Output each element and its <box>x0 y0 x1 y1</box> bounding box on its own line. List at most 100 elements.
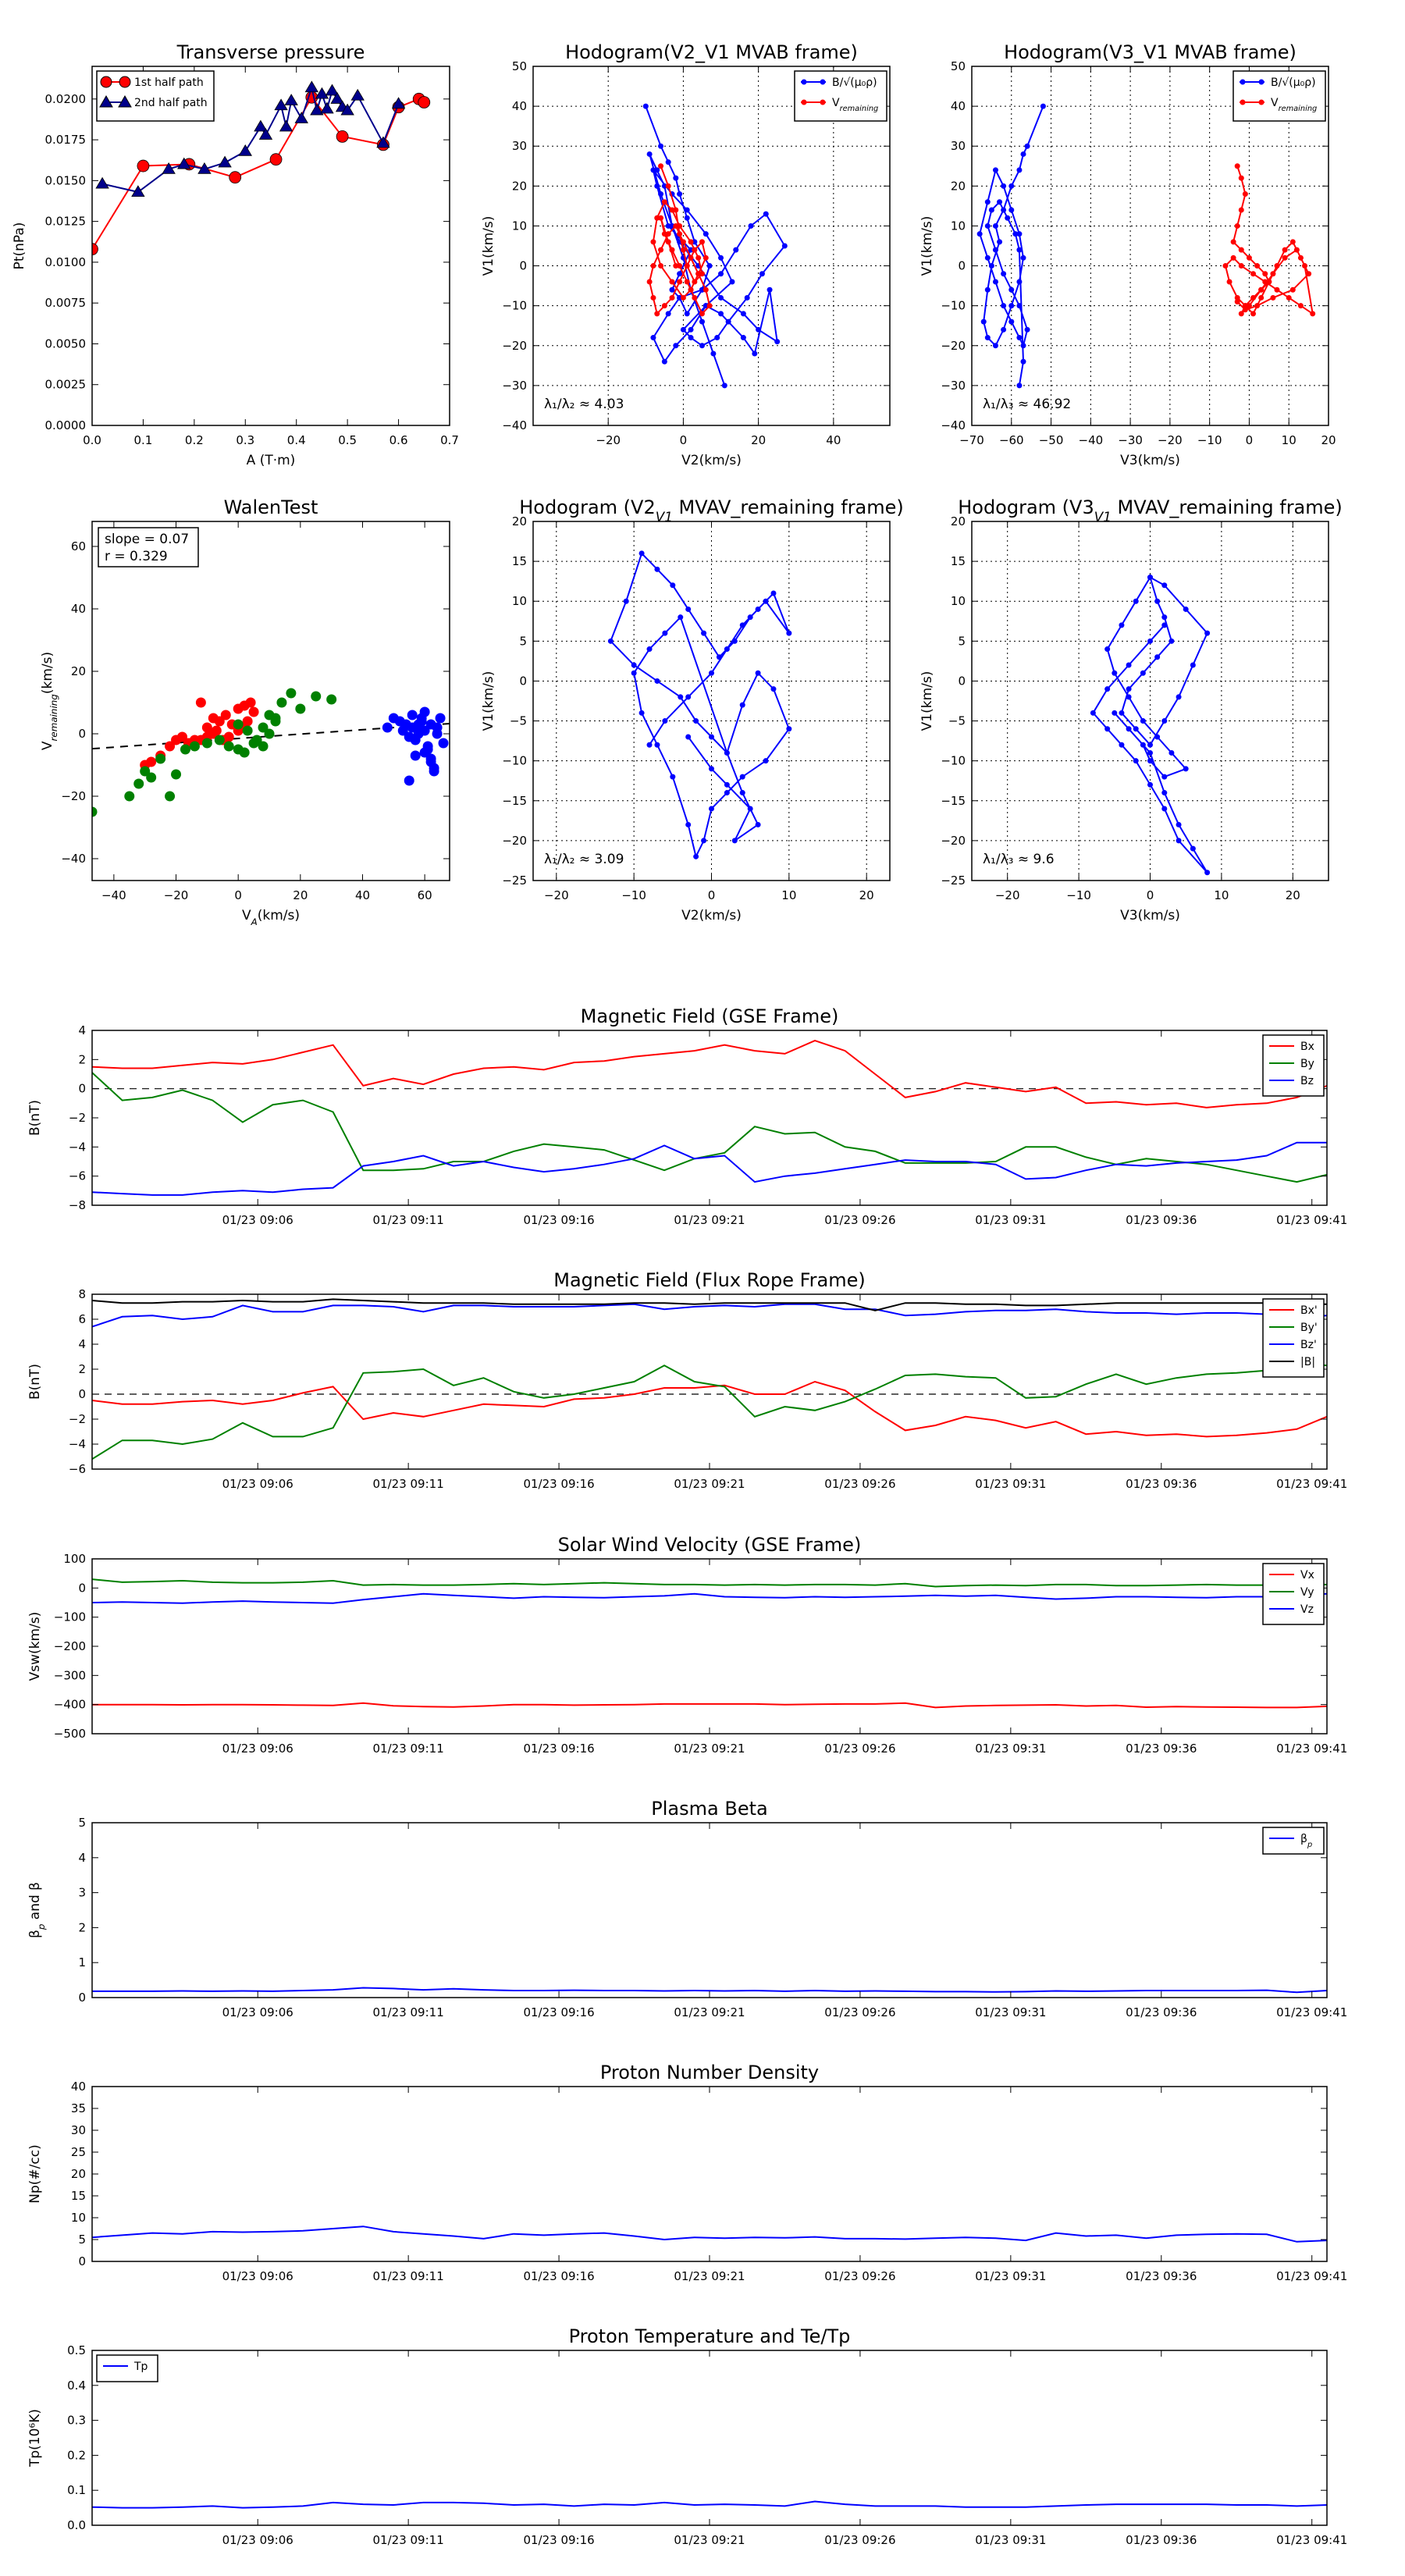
series-0-point <box>1190 845 1196 852</box>
series-b--point <box>673 343 679 349</box>
y-tick-label: −10 <box>941 299 966 313</box>
x-tick-label: 01/23 09:31 <box>975 2533 1046 2547</box>
y-tick-label: 20 <box>512 514 527 528</box>
series-1-point <box>286 688 297 699</box>
series-b--point <box>1016 335 1023 341</box>
ratio-annotation: λ₁/λ₂ ≈ 4.03 <box>544 397 624 412</box>
y-tick-label: 50 <box>951 59 966 73</box>
series-v-remaining-point <box>680 239 686 245</box>
y-tick-label: 0 <box>958 674 966 688</box>
y-axis-label: Vsw(km/s) <box>27 1612 43 1681</box>
fit-stat: slope = 0.07 <box>105 532 189 547</box>
series-0-point <box>1119 742 1125 748</box>
series-0-point <box>731 838 738 844</box>
series-0-point <box>646 742 653 748</box>
series-v-remaining-point <box>1238 175 1244 181</box>
series-b--point <box>718 294 724 301</box>
series-0-point <box>731 638 738 644</box>
y-tick-label: 2 <box>78 1052 86 1066</box>
y-axis-label: V1(km/s) <box>481 216 496 276</box>
legend-marker <box>801 79 807 85</box>
plot-area <box>642 103 788 389</box>
plot-frame <box>91 1822 1328 1998</box>
series-b--point <box>1008 183 1015 189</box>
y-tick-label: 0.0200 <box>45 92 87 106</box>
ratio-annotation: λ₁/λ₃ ≈ 9.6 <box>983 852 1055 867</box>
x-tick-label: 0.4 <box>287 433 306 447</box>
legend-label: B/√(μ₀ρ) <box>832 76 877 89</box>
series-b--line <box>645 105 786 386</box>
x-tick-label: 01/23 09:41 <box>1276 1477 1347 1491</box>
series-0-point <box>678 694 684 700</box>
series-v-remaining-point <box>654 311 660 317</box>
series-0-point <box>709 670 714 676</box>
series-b--point <box>677 271 683 277</box>
y-tick-label: 10 <box>951 594 966 608</box>
y-axis-label: V1(km/s) <box>919 671 935 731</box>
series-1-point <box>251 735 262 745</box>
series-0-point <box>1183 766 1189 772</box>
series-b--point <box>654 183 660 189</box>
series-b--point <box>669 222 675 229</box>
legend-box <box>794 70 887 122</box>
series-0-point <box>1161 774 1168 780</box>
series-b--point <box>688 326 694 333</box>
series-b--point <box>650 335 656 341</box>
series-b--point <box>718 311 724 317</box>
series-v-remaining-point <box>680 247 686 253</box>
x-tick-label: 01/23 09:16 <box>523 2533 594 2547</box>
plot-area <box>92 1987 1327 1994</box>
legend-box <box>96 70 215 122</box>
series-2nd-half-path-point <box>218 155 232 168</box>
series-b--point <box>721 382 727 389</box>
series-2nd-half-path-point <box>350 88 365 101</box>
series-0-point <box>1104 726 1111 732</box>
series-2-point <box>422 741 433 752</box>
chart-title: WalenTest <box>224 496 318 518</box>
series-b--point <box>1001 326 1007 333</box>
series-b--point <box>1016 231 1023 237</box>
series-v-remaining-point <box>1274 263 1280 269</box>
series-0-point <box>701 630 707 636</box>
series-0-point <box>1204 630 1211 636</box>
series-v-remaining-point <box>1222 263 1229 269</box>
y-tick-label: 30 <box>512 139 527 153</box>
series-v-remaining-point <box>695 254 702 261</box>
plot-frame <box>91 2086 1328 2262</box>
legend-marker <box>99 94 113 108</box>
series-1-point <box>242 725 253 736</box>
chart-title: Hodogram(V3_V1 MVAB frame) <box>1004 41 1297 63</box>
x-tick-label: −40 <box>1079 433 1104 447</box>
series-b--point <box>702 303 709 309</box>
series-v-remaining-point <box>1234 163 1240 169</box>
legend: 1st half path 2nd half path <box>96 70 215 122</box>
series-b--point <box>718 271 724 277</box>
series-b--point <box>699 318 705 325</box>
x-tick-label: 0.0 <box>83 433 101 447</box>
series-1st-half-path-point <box>269 153 283 166</box>
series-1-point <box>270 716 281 727</box>
y-tick-label: −30 <box>941 379 966 393</box>
series-0-point <box>755 821 761 827</box>
y-tick-label: −2 <box>69 1111 86 1125</box>
y-tick-label: 35 <box>71 2101 86 2115</box>
y-tick-label: 10 <box>512 594 527 608</box>
series-1-point <box>311 691 322 702</box>
legend: Vx Vy Vz <box>1262 1563 1325 1625</box>
legend-box <box>1262 1298 1325 1378</box>
series-b--point <box>1008 303 1015 309</box>
series-0-point <box>709 766 714 772</box>
series-v-remaining-point <box>658 263 664 269</box>
series-b--point <box>740 335 746 341</box>
series-v-remaining-point <box>692 279 698 285</box>
series-2nd-half-path-point <box>391 97 406 109</box>
series-2nd-half-path-point <box>376 136 390 148</box>
y-tick-label: −4 <box>69 1437 86 1451</box>
series-v-remaining-point <box>699 311 705 317</box>
y-axis-label: B(nT) <box>27 1100 43 1136</box>
series-v-remaining-point <box>658 163 664 169</box>
series-b--point <box>1016 303 1023 309</box>
series-b--line <box>979 105 1044 386</box>
series-v-remaining-point <box>684 263 690 269</box>
series-0-point <box>678 614 684 621</box>
